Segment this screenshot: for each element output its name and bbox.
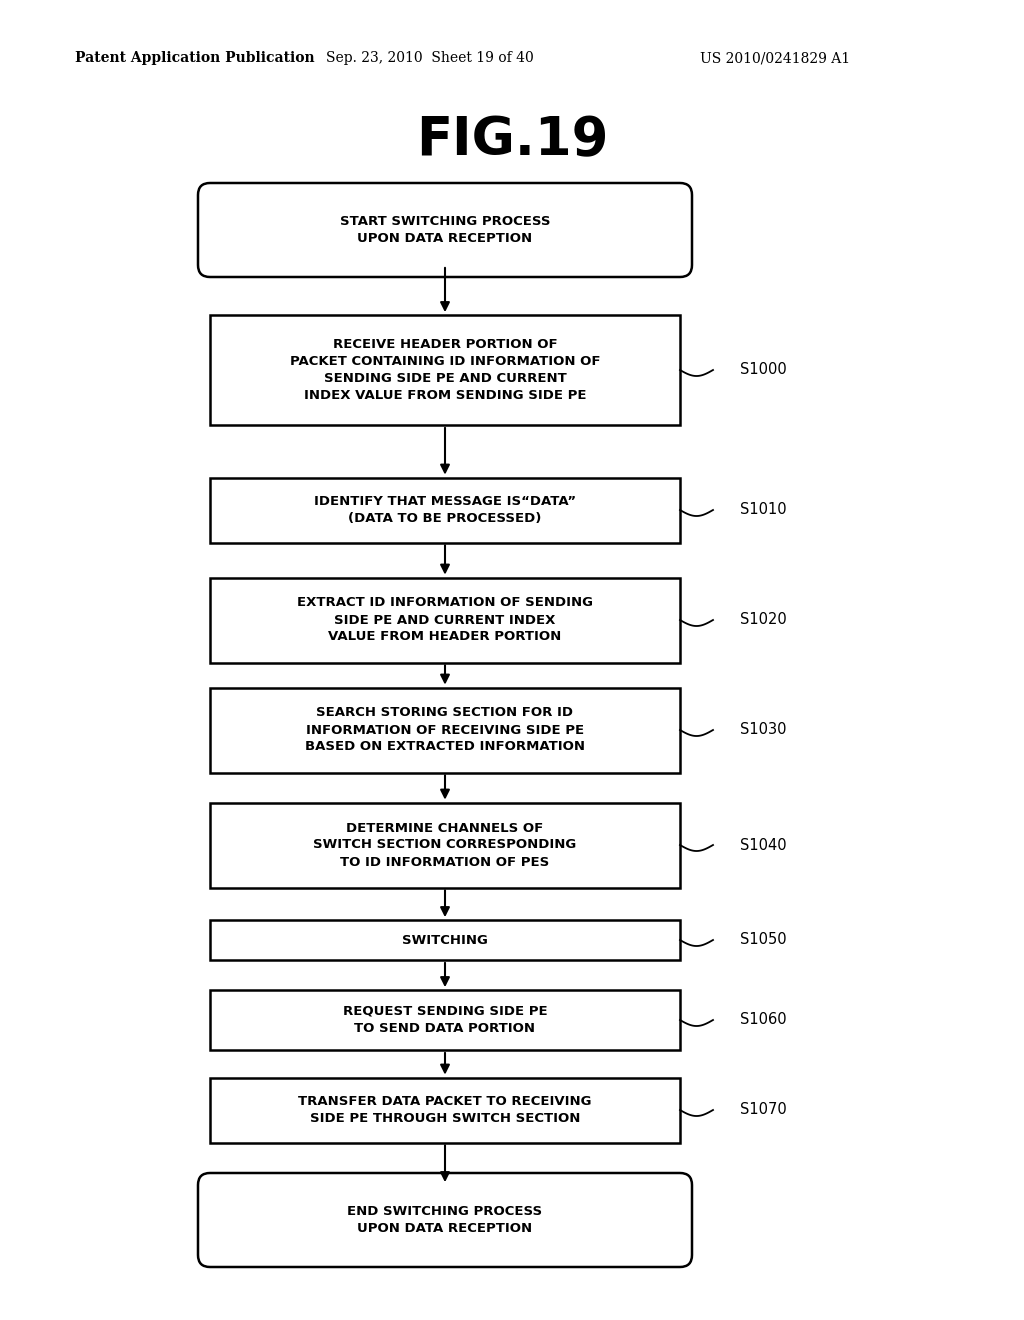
Text: S1040: S1040 [740, 837, 786, 853]
Text: START SWITCHING PROCESS
UPON DATA RECEPTION: START SWITCHING PROCESS UPON DATA RECEPT… [340, 215, 550, 246]
Bar [210, 315, 680, 425]
Text: END SWITCHING PROCESS
UPON DATA RECEPTION: END SWITCHING PROCESS UPON DATA RECEPTIO… [347, 1205, 543, 1236]
FancyBboxPatch shape [198, 183, 692, 277]
Bar [210, 1077, 680, 1143]
Text: Patent Application Publication: Patent Application Publication [75, 51, 314, 65]
Text: Sep. 23, 2010  Sheet 19 of 40: Sep. 23, 2010 Sheet 19 of 40 [326, 51, 534, 65]
Text: S1060: S1060 [740, 1012, 786, 1027]
Bar [210, 578, 680, 663]
Text: EXTRACT ID INFORMATION OF SENDING
SIDE PE AND CURRENT INDEX
VALUE FROM HEADER PO: EXTRACT ID INFORMATION OF SENDING SIDE P… [297, 597, 593, 644]
Text: DETERMINE CHANNELS OF
SWITCH SECTION CORRESPONDING
TO ID INFORMATION OF PES: DETERMINE CHANNELS OF SWITCH SECTION COR… [313, 821, 577, 869]
Bar [210, 803, 680, 887]
Text: SWITCHING: SWITCHING [402, 933, 488, 946]
Bar [210, 990, 680, 1049]
Text: US 2010/0241829 A1: US 2010/0241829 A1 [700, 51, 850, 65]
Bar [210, 478, 680, 543]
Text: S1050: S1050 [740, 932, 786, 948]
Text: SEARCH STORING SECTION FOR ID
INFORMATION OF RECEIVING SIDE PE
BASED ON EXTRACTE: SEARCH STORING SECTION FOR ID INFORMATIO… [305, 706, 585, 754]
Text: FIG.19: FIG.19 [416, 114, 608, 166]
Text: IDENTIFY THAT MESSAGE IS“DATA”
(DATA TO BE PROCESSED): IDENTIFY THAT MESSAGE IS“DATA” (DATA TO … [314, 495, 577, 525]
Bar [210, 920, 680, 960]
Text: REQUEST SENDING SIDE PE
TO SEND DATA PORTION: REQUEST SENDING SIDE PE TO SEND DATA POR… [343, 1005, 547, 1035]
Text: S1030: S1030 [740, 722, 786, 738]
Bar [210, 688, 680, 772]
Text: S1020: S1020 [740, 612, 786, 627]
Text: S1010: S1010 [740, 503, 786, 517]
Text: S1000: S1000 [740, 363, 786, 378]
Text: S1070: S1070 [740, 1102, 786, 1118]
FancyBboxPatch shape [198, 1173, 692, 1267]
Text: RECEIVE HEADER PORTION OF
PACKET CONTAINING ID INFORMATION OF
SENDING SIDE PE AN: RECEIVE HEADER PORTION OF PACKET CONTAIN… [290, 338, 600, 403]
Text: TRANSFER DATA PACKET TO RECEIVING
SIDE PE THROUGH SWITCH SECTION: TRANSFER DATA PACKET TO RECEIVING SIDE P… [298, 1096, 592, 1125]
